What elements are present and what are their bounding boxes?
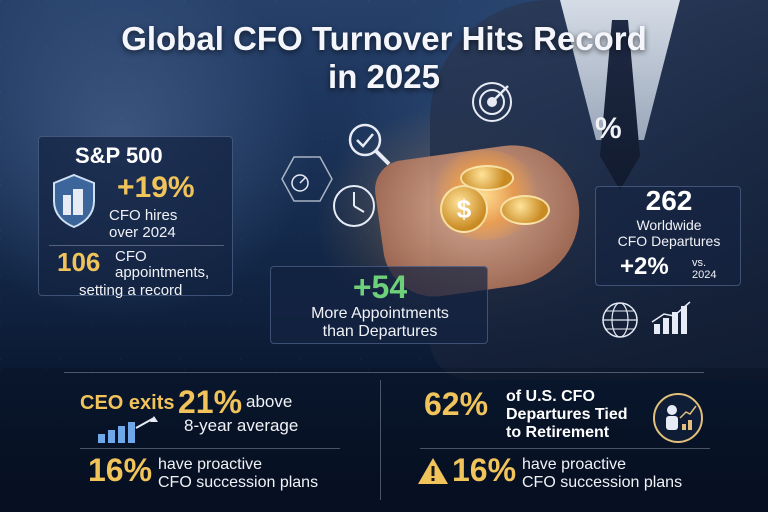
worldwide-change-label-line-1: vs. xyxy=(692,257,707,269)
title-line-2: in 2025 xyxy=(328,58,440,95)
bottom-top-divider xyxy=(64,372,704,373)
worldwide-panel: 262 Worldwide CFO Departures +2% vs. 202… xyxy=(595,185,742,286)
sp500-hires-label: CFO hires over 2024 xyxy=(109,207,177,241)
target-icon xyxy=(472,82,512,122)
sp500-appointments-label-line-3: setting a record xyxy=(79,282,183,299)
succession-left-desc-line-2: CFO succession plans xyxy=(158,474,319,491)
sp500-hires-label-line-1: CFO hires xyxy=(109,207,178,224)
sp500-appointments-label: CFO appointments, xyxy=(115,249,209,281)
bottom-left-divider xyxy=(80,448,340,449)
worldwide-value: 262 xyxy=(645,185,693,216)
sp500-appointments-num: 106 xyxy=(57,247,101,277)
bar-chart-growth-icon xyxy=(651,301,691,334)
center-stat-panel: +54 More Appointments than Departures xyxy=(270,266,488,344)
succession-right-value: 16% xyxy=(452,452,517,488)
page-title: Global CFO Turnover Hits Record in 2025 xyxy=(0,20,768,96)
sp500-divider xyxy=(49,245,224,246)
retirement-desc-line-2: Departures Tied xyxy=(506,406,628,423)
retirement-value: 62% xyxy=(424,386,489,422)
center-stat-label: More Appointments than Departures xyxy=(271,305,489,341)
succession-right-desc-line-1: have proactive xyxy=(522,456,627,473)
bottom-center-divider xyxy=(380,380,381,500)
worldwide-change-label-line-2: 2024 xyxy=(692,269,717,281)
center-stat-label-line-2: than Departures xyxy=(322,323,438,340)
worldwide-label-line-1: Worldwide xyxy=(636,217,702,233)
sp500-appointments-label-line-1: CFO xyxy=(115,248,147,265)
worldwide-change-label: vs. 2024 xyxy=(692,257,716,281)
rising-bars-icon xyxy=(98,416,158,443)
sp500-hires-label-line-2: over 2024 xyxy=(109,224,176,241)
title-line-1: Global CFO Turnover Hits Record xyxy=(121,20,647,57)
succession-right-desc-line-2: CFO succession plans xyxy=(522,474,683,491)
center-stat-label-line-1: More Appointments xyxy=(311,305,449,322)
sp500-panel: S&P 500 +19% CFO hires over 2024 106 CFO… xyxy=(38,136,233,299)
sp500-hires-pct: +19% xyxy=(117,171,195,204)
sp500-heading: S&P 500 xyxy=(75,143,163,168)
warning-triangle-icon xyxy=(418,458,448,484)
globe-icon xyxy=(602,302,638,338)
dollar-symbol: $ xyxy=(456,193,472,224)
sp500-appointments-label-line-2: appointments, xyxy=(115,264,210,281)
ceo-exits-value: 21% xyxy=(178,384,243,420)
ceo-exits-desc-2: 8-year average xyxy=(184,416,299,435)
retirement-desc-line-1: of U.S. CFO xyxy=(506,388,595,405)
magnifier-check-icon xyxy=(348,123,391,166)
dollar-coin-icon: $ xyxy=(440,185,488,233)
succession-left-value: 16% xyxy=(88,452,153,488)
worldwide-change: +2% xyxy=(620,253,669,280)
percent-icon: % xyxy=(595,112,622,145)
ceo-exits-desc-1: above xyxy=(246,392,293,411)
coin-stack-icon xyxy=(500,195,550,225)
succession-left-desc: have proactive CFO succession plans xyxy=(158,456,318,492)
ceo-exits-label: CEO exits xyxy=(80,392,175,414)
worldwide-label-line-2: CFO Departures xyxy=(617,233,721,249)
succession-right-desc: have proactive CFO succession plans xyxy=(522,456,682,492)
bottom-right-divider xyxy=(420,448,710,449)
clock-icon xyxy=(333,185,375,227)
coin-top-icon xyxy=(460,165,514,191)
center-stat-value: +54 xyxy=(352,269,408,305)
retirement-desc: of U.S. CFO Departures Tied to Retiremen… xyxy=(506,388,628,442)
shield-building-icon xyxy=(53,173,95,229)
retiree-chart-icon xyxy=(653,393,703,443)
succession-left-desc-line-1: have proactive xyxy=(158,456,263,473)
worldwide-label: Worldwide CFO Departures xyxy=(596,217,742,249)
hexagon-gauge-icon xyxy=(281,156,333,202)
retirement-desc-line-3: to Retirement xyxy=(506,424,610,441)
